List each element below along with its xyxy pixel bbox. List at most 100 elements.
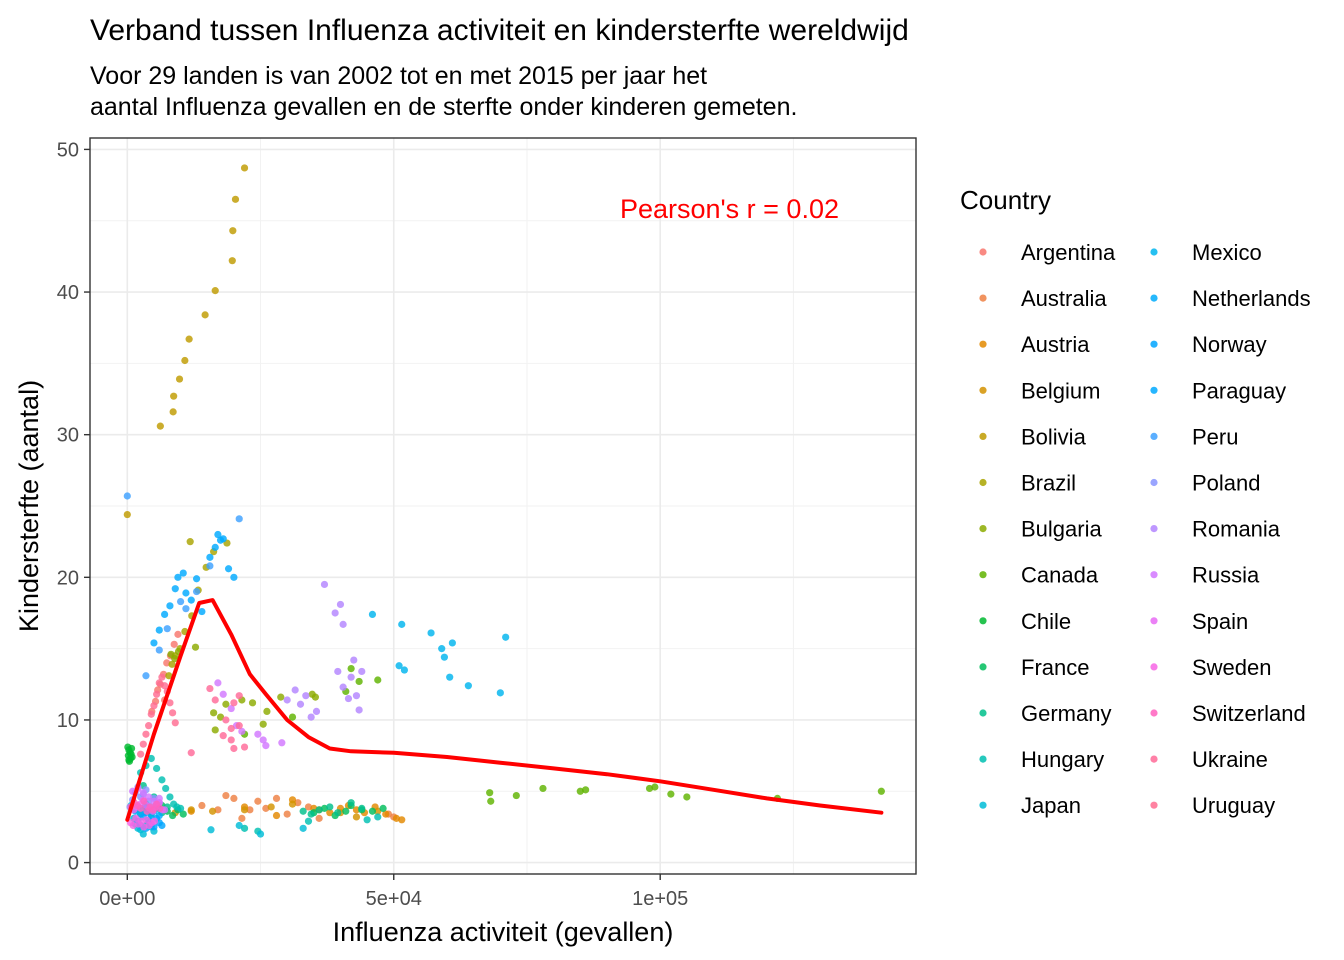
data-point xyxy=(240,806,249,814)
data-point xyxy=(283,810,291,818)
legend-item-argentina: Argentina xyxy=(979,240,1116,265)
legend-key xyxy=(1150,386,1158,394)
data-point xyxy=(201,311,209,319)
data-point xyxy=(877,787,885,795)
legend-item-netherlands: Netherlands xyxy=(1150,286,1311,311)
plot-border xyxy=(89,137,917,875)
series-uruguay xyxy=(137,673,179,758)
data-point xyxy=(127,744,136,753)
legend-item-australia: Australia xyxy=(979,286,1107,311)
y-tick-label: 30 xyxy=(57,425,79,447)
data-point xyxy=(427,629,435,637)
data-point xyxy=(162,784,170,793)
data-point xyxy=(208,807,217,815)
y-tick-label: 20 xyxy=(57,567,79,589)
y-axis-label: Kindersterfte (aantal) xyxy=(14,380,44,632)
series-paraguay xyxy=(150,530,238,647)
legend-key xyxy=(979,801,987,809)
legend-item-paraguay: Paraguay xyxy=(1150,378,1286,403)
series-peru xyxy=(123,492,243,680)
series-bolivia xyxy=(123,164,249,519)
data-point xyxy=(145,722,153,730)
data-point xyxy=(166,793,174,801)
grid-minor xyxy=(90,138,916,874)
data-point xyxy=(149,806,158,814)
series-hungary xyxy=(137,754,382,835)
legend-key xyxy=(1150,478,1158,487)
data-point xyxy=(230,794,238,803)
legend-item-spain: Spain xyxy=(1150,609,1248,634)
data-point xyxy=(171,585,179,593)
y-axis: 0 10 20 30 40 50 xyxy=(57,139,90,875)
legend-label: Russia xyxy=(1192,563,1260,588)
data-point xyxy=(355,677,363,686)
data-point xyxy=(139,830,147,838)
series-chile xyxy=(124,743,136,765)
data-point xyxy=(342,807,350,815)
legend-label: Brazil xyxy=(1021,471,1076,496)
y-tick-label: 0 xyxy=(68,853,79,875)
data-point xyxy=(207,826,215,834)
data-point xyxy=(235,722,243,730)
data-point xyxy=(582,786,590,794)
data-point xyxy=(137,750,145,758)
data-point xyxy=(315,814,323,822)
data-point xyxy=(214,530,222,539)
data-point xyxy=(347,673,355,681)
legend-label: Chile xyxy=(1021,609,1071,634)
legend-title: Country xyxy=(960,185,1051,215)
legend-key xyxy=(1150,663,1158,671)
legend-key xyxy=(1150,525,1158,533)
chart-subtitle-line-1: Voor 29 landen is van 2002 tot en met 20… xyxy=(90,62,707,90)
data-point xyxy=(334,809,342,817)
legend-item-brazil: Brazil xyxy=(979,471,1076,496)
legend-item-chile: Chile xyxy=(979,609,1071,634)
legend-label: Austria xyxy=(1021,332,1090,357)
data-point xyxy=(156,804,164,812)
data-point xyxy=(358,667,366,676)
x-tick-label: 0e+00 xyxy=(99,888,155,910)
legend-item-sweden: Sweden xyxy=(1150,655,1272,680)
data-point xyxy=(210,709,218,717)
legend: Country Argentina Australia Austria Belgium… xyxy=(960,185,1311,818)
data-point xyxy=(238,814,246,822)
data-point xyxy=(211,287,219,295)
data-point xyxy=(175,375,184,383)
legend-label: Belgium xyxy=(1021,378,1100,403)
legend-item-peru: Peru xyxy=(1150,424,1238,449)
data-point xyxy=(219,535,227,543)
data-point xyxy=(161,610,169,619)
legend-label: Poland xyxy=(1192,471,1261,496)
legend-label: Canada xyxy=(1021,563,1099,588)
legend-item-hungary: Hungary xyxy=(979,747,1104,772)
data-point xyxy=(235,821,243,830)
y-tick-label: 10 xyxy=(57,710,79,732)
data-point xyxy=(352,813,361,821)
data-point xyxy=(228,257,236,265)
data-point xyxy=(222,700,230,708)
data-point xyxy=(147,754,155,763)
data-point xyxy=(254,797,262,805)
data-point xyxy=(395,662,403,670)
legend-key xyxy=(1150,801,1158,809)
legend-label: Switzerland xyxy=(1192,701,1306,726)
data-point xyxy=(235,515,243,523)
data-point xyxy=(158,821,166,830)
data-point xyxy=(400,666,409,674)
data-point xyxy=(272,794,281,803)
data-point xyxy=(502,633,510,641)
data-point xyxy=(512,791,520,800)
data-point xyxy=(331,609,339,617)
data-point xyxy=(153,764,161,773)
data-point xyxy=(248,699,257,707)
data-point xyxy=(326,809,334,817)
legend-key xyxy=(1150,432,1158,440)
data-point xyxy=(206,562,214,570)
legend-item-uruguay: Uruguay xyxy=(1150,793,1275,818)
data-point xyxy=(155,626,163,634)
data-point xyxy=(169,811,177,820)
x-axis: 0e+00 5e+04 1e+05 xyxy=(99,874,688,910)
legend-key xyxy=(1150,709,1158,717)
legend-label: Bulgaria xyxy=(1021,517,1102,542)
legend-label: Peru xyxy=(1192,424,1238,449)
